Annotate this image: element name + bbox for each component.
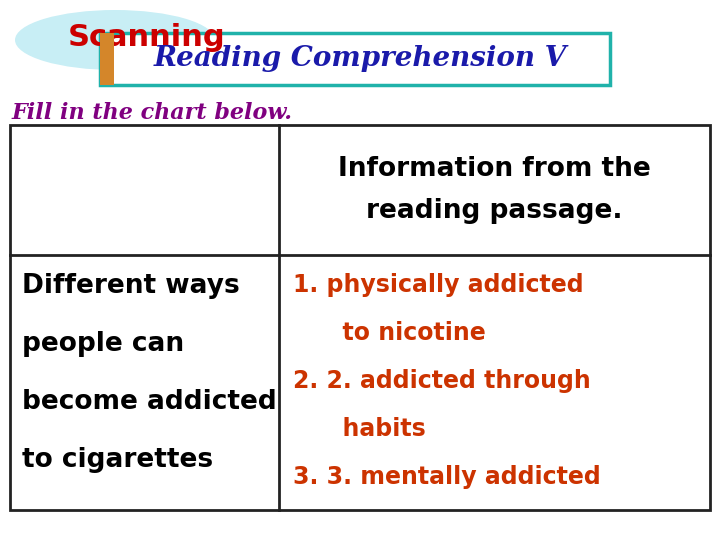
Bar <box>100 33 114 85</box>
Text: habits: habits <box>293 417 426 441</box>
Text: to cigarettes: to cigarettes <box>22 447 213 473</box>
Text: people can: people can <box>22 331 184 357</box>
Text: become addicted: become addicted <box>22 389 276 415</box>
Bar <box>10 125 710 510</box>
Text: Information from the
reading passage.: Information from the reading passage. <box>338 156 651 224</box>
Text: Scanning: Scanning <box>68 24 225 52</box>
Ellipse shape <box>15 10 215 70</box>
Text: 2. 2. addicted through: 2. 2. addicted through <box>293 369 590 393</box>
Text: 1. physically addicted: 1. physically addicted <box>293 273 584 297</box>
Bar <box>100 33 610 85</box>
Text: Reading Comprehension V: Reading Comprehension V <box>153 45 567 72</box>
Text: 3. 3. mentally addicted: 3. 3. mentally addicted <box>293 465 600 489</box>
Text: to nicotine: to nicotine <box>293 321 486 345</box>
Text: Different ways: Different ways <box>22 273 240 299</box>
Text: Fill in the chart below.: Fill in the chart below. <box>12 102 293 124</box>
